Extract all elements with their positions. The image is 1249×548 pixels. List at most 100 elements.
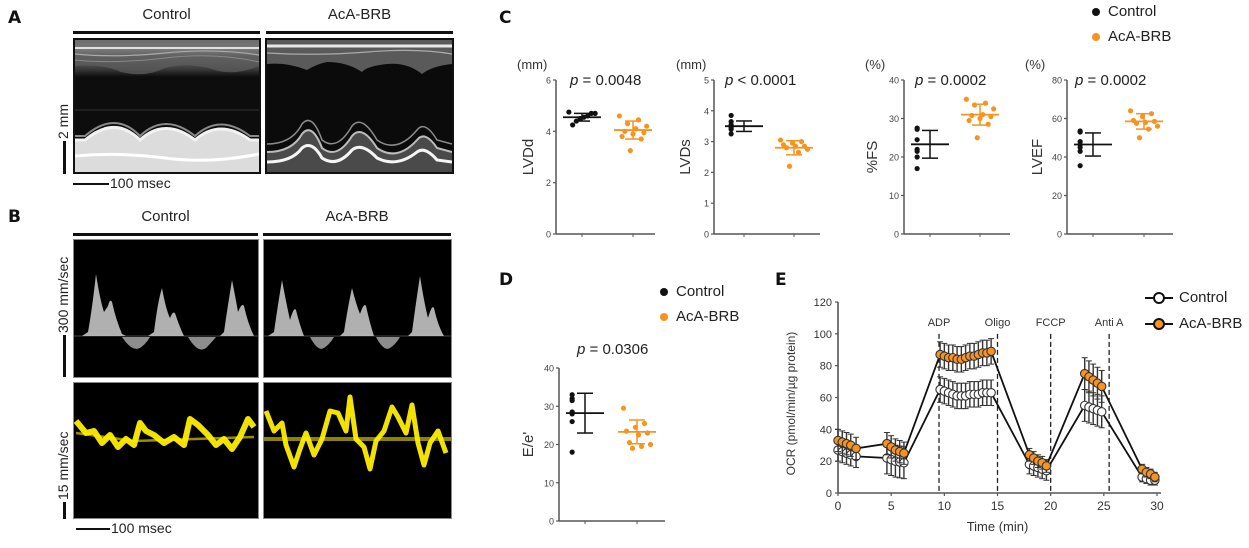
legend-dot-control-icon (660, 287, 668, 296)
pw-doppler-trace-control (74, 240, 258, 377)
data-point-control (728, 131, 734, 137)
panel-b-scale-label-horizontal: 100 msec (111, 520, 172, 536)
y-tick-label: 100 (814, 329, 832, 341)
mmode-echo-control (75, 40, 259, 172)
y-unit-label: (mm) (676, 57, 706, 72)
panel-d-letter: D (499, 270, 514, 290)
legend-label: Control (1108, 3, 1157, 20)
data-point-aca-brb (616, 113, 622, 119)
panel-a-group-bar-aca-brb (266, 31, 453, 34)
y-tick-label: 3 (704, 137, 709, 147)
y-axis-label: LVDd (520, 139, 537, 175)
panel-b-scale-label-bottom: 15 mm/sec (55, 431, 71, 500)
data-point-control (914, 154, 920, 160)
y-unit-label: (mm) (517, 57, 547, 72)
panel-b-scalebar-bottom (63, 502, 66, 519)
data-point-control (728, 126, 734, 132)
y-tick-label: 30 (889, 114, 899, 124)
y-tick-label: 40 (1052, 153, 1062, 163)
y-tick-label: 6 (546, 76, 551, 86)
panel-b-group-control: Control (141, 208, 190, 225)
tissue-doppler-trace-control (74, 383, 258, 518)
data-point-control (914, 137, 920, 143)
y-tick-label: 60 (820, 393, 832, 405)
legend-label: AcA-BRB (676, 308, 740, 325)
data-point-aca-brb (1136, 135, 1143, 141)
data-point-aca-brb (980, 112, 986, 118)
data-point-aca-brb (629, 445, 636, 451)
x-tick-label: 0 (835, 499, 842, 513)
y-tick-label: 0 (546, 230, 551, 240)
panel-a-mmode-image-control (73, 38, 261, 174)
y-tick-label: 20 (544, 440, 554, 450)
panel-a-scalebar-horizontal (73, 183, 109, 185)
data-point-aca-brb (985, 121, 991, 127)
panel-b-scalebar-top (63, 335, 66, 377)
data-point-aca-brb (644, 123, 650, 129)
data-point-aca-brb (627, 147, 633, 154)
chart-lvdd: (mm) p = 0.0048 0 2 4 6 LVDd (517, 57, 655, 240)
p-value-text: = 0.0048 (578, 72, 641, 89)
data-point-control (569, 392, 575, 398)
panel-a-mmode-image-aca-brb (265, 38, 454, 174)
y-tick-label: 60 (1052, 114, 1062, 124)
y-axis-label: LVEF (1029, 139, 1046, 175)
y-tick-label: 2 (704, 168, 709, 178)
injection-label: ADP (928, 317, 951, 329)
p-value-label: p = 0.0002 (914, 72, 986, 89)
panel-b-letter: B (8, 207, 21, 227)
data-point-aca-brb (623, 428, 630, 434)
data-point-control (1077, 163, 1083, 169)
data-point-control (592, 110, 598, 116)
data-point-aca-brb (851, 443, 861, 454)
panel-b-pw-doppler-control (73, 239, 259, 378)
panel-a-scalebar-vertical (63, 141, 66, 174)
legend-label: Control (676, 283, 725, 300)
data-point-aca-brb (641, 130, 647, 136)
data-point-aca-brb (1142, 119, 1149, 125)
y-tick-label: 0 (826, 488, 832, 500)
p-value-text: = 0.0306 (585, 341, 648, 358)
data-point-aca-brb (1096, 381, 1107, 392)
panel-b-group-bar-aca-brb (263, 233, 451, 236)
p-symbol: p (914, 72, 923, 89)
data-point-control (588, 110, 594, 116)
y-tick-label: 5 (704, 76, 709, 86)
legend-orange-circle-icon (1145, 317, 1173, 330)
injection-label: Oligo (985, 317, 1011, 329)
x-axis-label: Time (min) (967, 519, 1029, 534)
panel-b-pw-doppler-aca-brb (263, 239, 452, 378)
data-point-aca-brb (619, 133, 625, 140)
legend-dot-aca-brb-icon (1092, 32, 1100, 41)
p-value-label: p = 0.0002 (1074, 72, 1146, 89)
data-point-aca-brb (977, 115, 983, 122)
y-tick-label: 1 (704, 199, 709, 209)
chart-fs: (%) p = 0.0002 0 10 20 30 40 %FS (864, 57, 1010, 240)
y-unit-label: (%) (1025, 57, 1045, 72)
p-value-label: p = 0.0048 (569, 72, 641, 89)
chart-ocr: 0 20 40 60 80 100 120 0 5 10 15 20 25 30 Time (min) OCR… (784, 297, 1164, 534)
data-point-aca-brb (804, 146, 811, 152)
data-point-control (573, 118, 579, 124)
data-point-aca-brb (624, 121, 631, 127)
data-point-aca-brb (647, 441, 654, 448)
y-unit-label: (%) (865, 57, 885, 72)
y-tick-label: 20 (889, 153, 899, 163)
data-point-aca-brb (644, 430, 651, 436)
data-point-aca-brb (632, 424, 639, 430)
data-point-aca-brb (638, 443, 645, 450)
data-point-aca-brb (620, 405, 627, 411)
y-tick-label: 80 (820, 361, 832, 373)
y-tick-label: 0 (704, 230, 709, 240)
legend-label: AcA-BRB (1179, 315, 1243, 332)
y-tick-label: 0 (1057, 230, 1062, 240)
panel-b-scalebar-horizontal (76, 528, 110, 530)
data-point-aca-brb (1148, 111, 1155, 117)
data-point-aca-brb (786, 163, 793, 169)
x-tick-label: 10 (938, 499, 952, 513)
y-tick-label: 30 (544, 402, 554, 412)
data-point-aca-brb (971, 102, 978, 108)
data-point-aca-brb (630, 131, 636, 137)
pw-doppler-trace-aca-brb (264, 240, 451, 377)
injection-label: FCCP (1036, 317, 1066, 329)
